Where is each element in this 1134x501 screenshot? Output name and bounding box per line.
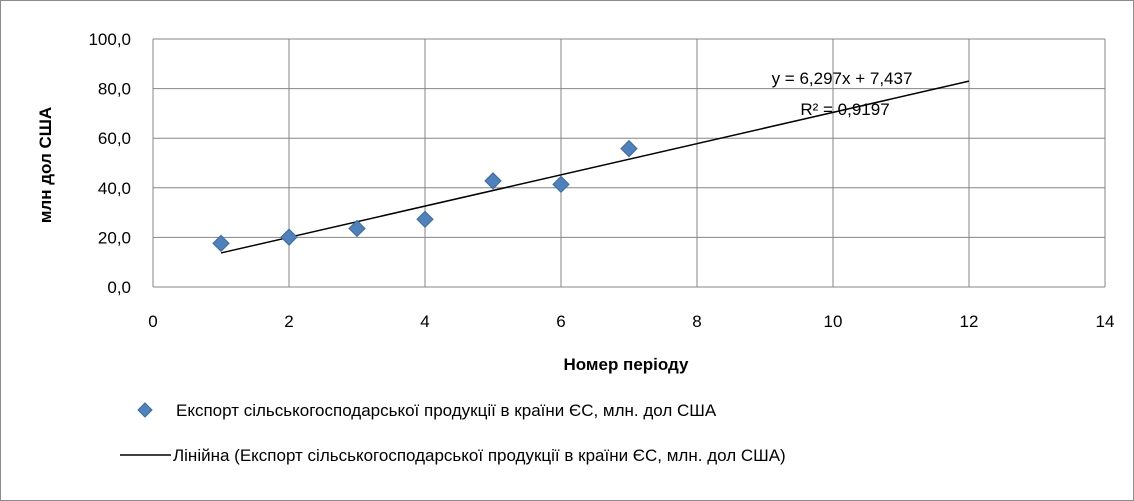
x-tick-label: 14 — [1096, 312, 1115, 331]
x-tick-label: 6 — [556, 312, 565, 331]
y-tick-label: 20,0 — [98, 228, 131, 247]
data-point — [348, 219, 366, 238]
y-axis-title: млн дол США — [36, 107, 55, 223]
y-tick-label: 80,0 — [98, 80, 131, 99]
legend-item-points: Експорт сільськогосподарської продукції … — [137, 401, 717, 420]
data-point — [484, 172, 502, 190]
legend-item-trendline: Лінійна (Експорт сільськогосподарської п… — [120, 446, 786, 465]
data-point — [416, 210, 434, 229]
trendline — [220, 80, 970, 254]
legend-diamond-marker — [137, 402, 153, 418]
x-tick-label: 10 — [824, 312, 843, 331]
x-tick-label: 12 — [960, 312, 979, 331]
x-axis-ticks: 0 2 4 6 8 10 12 14 — [148, 312, 1114, 331]
y-tick-label: 40,0 — [98, 179, 131, 198]
trendline-equation: y = 6,297x + 7,437 — [772, 69, 913, 88]
data-point — [620, 139, 638, 158]
y-axis-ticks: 0,0 20,0 40,0 60,0 80,0 100,0 — [88, 30, 131, 297]
x-axis-title: Номер періоду — [563, 355, 689, 374]
y-tick-label: 100,0 — [88, 30, 131, 49]
x-tick-label: 4 — [420, 312, 429, 331]
data-points — [212, 139, 638, 253]
trendline-r-squared: R² = 0,9197 — [800, 100, 889, 119]
x-tick-label: 2 — [284, 312, 293, 331]
data-point — [280, 228, 298, 246]
x-tick-label: 0 — [148, 312, 157, 331]
trendline-group — [220, 80, 970, 254]
legend-label-trendline: Лінійна (Експорт сільськогосподарської п… — [173, 446, 786, 465]
x-tick-label: 8 — [692, 312, 701, 331]
legend-label-points: Експорт сільськогосподарської продукції … — [176, 401, 717, 420]
data-point — [552, 175, 570, 194]
y-tick-label: 0,0 — [107, 278, 131, 297]
y-tick-label: 60,0 — [98, 129, 131, 148]
data-point — [212, 234, 230, 253]
legend: Експорт сільськогосподарської продукції … — [120, 401, 786, 465]
gridlines — [152, 38, 1106, 288]
